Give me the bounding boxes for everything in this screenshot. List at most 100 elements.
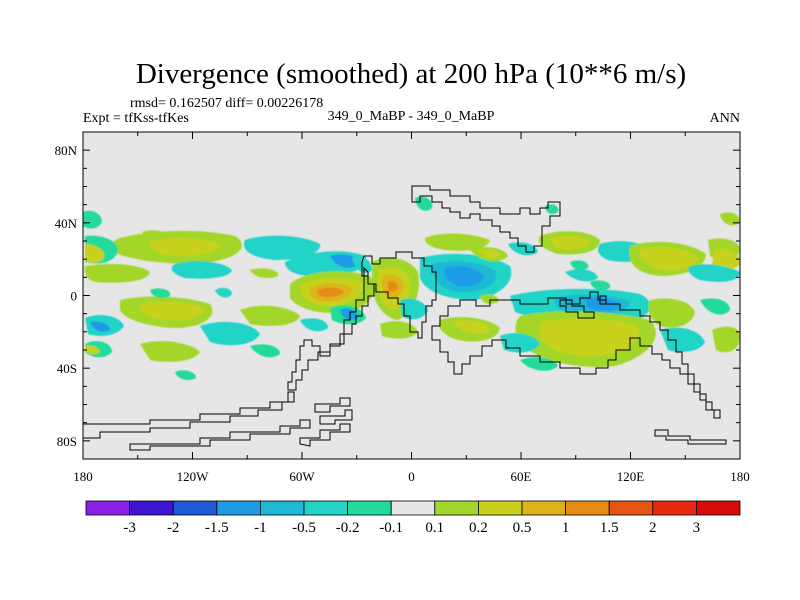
y-tick-label: 40S <box>57 361 77 376</box>
experiment-label: Expt = tfKss-tfKes <box>83 111 189 126</box>
contour-yellow-pac-s3 <box>85 345 100 355</box>
contour-green-n4 <box>142 230 169 240</box>
continent-outline-antarctic-peninsula <box>83 391 295 439</box>
contour-yellow-pac-n <box>639 247 698 271</box>
colorbar-label: 0.5 <box>513 520 532 536</box>
contour-green-io-sw <box>520 357 558 371</box>
contour-green-aus <box>648 298 695 328</box>
x-tick-label: 180 <box>73 469 93 484</box>
colorbar-swatch <box>216 500 261 516</box>
colorbar-swatch <box>565 500 610 516</box>
colorbar-swatch <box>434 500 479 516</box>
colorbar-swatch <box>696 500 741 516</box>
contour-teal-ind-s <box>565 269 598 282</box>
stats-label: rmsd= 0.162507 diff= 0.00226178 <box>130 96 323 111</box>
colorbar-labels: -3 -2 -1.5 -1 -0.5 -0.2 -0.1 0.1 0.2 0.5 1 1.5 2 3 <box>123 520 700 536</box>
contour-fills <box>83 196 740 380</box>
contour-teal-pac-s2 <box>200 321 260 346</box>
colorbar-label: -3 <box>123 520 136 536</box>
colorbar-swatch <box>477 500 523 516</box>
continent-outline-antarctic-3 <box>299 423 351 447</box>
contour-green-pac-small <box>570 260 589 270</box>
colorbar-label: -0.5 <box>292 520 316 536</box>
contour-green-pac-s5 <box>250 344 280 358</box>
contour-blue-atl-n <box>330 254 360 268</box>
x-tick-label: 180 <box>730 469 750 484</box>
colorbar-swatch <box>652 500 697 516</box>
contour-green-40n-c <box>720 212 740 226</box>
colorbar-swatch <box>172 500 218 516</box>
colorbar-label: 3 <box>693 520 701 536</box>
colorbar-swatch <box>129 500 174 516</box>
colorbar-label: 1 <box>562 520 570 536</box>
x-tick-label: 60W <box>289 469 315 484</box>
contour-yellow-n1 <box>149 237 221 256</box>
contour-teal-pac-nn <box>688 264 740 282</box>
continent-outline-australia-south <box>687 373 721 419</box>
contour-teal-pac-s6 <box>300 318 328 332</box>
contour-green-sw-pac <box>712 326 740 353</box>
y-tick-label: 0 <box>71 289 78 304</box>
case-label: 349_0_MaBP - 349_0_MaBP <box>328 109 495 124</box>
y-tick-label: 80S <box>57 434 77 449</box>
x-tick-label: 120E <box>617 469 645 484</box>
contour-green-arabia <box>424 233 490 251</box>
x-tick-label: 0 <box>408 469 415 484</box>
contour-teal-af-s <box>400 298 428 320</box>
x-tick-label: 120W <box>177 469 210 484</box>
continent-outline-africa <box>361 251 437 339</box>
contour-yellow-pac-ne <box>712 248 740 271</box>
colorbar-label: -0.1 <box>379 520 403 536</box>
continent-outline-antarctic-2 <box>129 419 311 451</box>
continent-outline-new-zealand <box>654 429 727 445</box>
continent-outline-sulawesi <box>599 295 607 305</box>
contour-teal-n2 <box>171 261 232 279</box>
contour-green-n3 <box>84 264 150 283</box>
axis-ticks <box>82 131 741 460</box>
contour-teal-n3 <box>215 287 232 298</box>
colorbar-swatch <box>390 500 436 516</box>
contour-yellow-horn <box>478 249 500 258</box>
contour-green-aus-e <box>700 298 730 315</box>
contour-green-40n-a <box>83 210 102 229</box>
contour-green-atl-s <box>380 321 418 339</box>
contour-green-pac-ss <box>175 370 196 380</box>
contour-green-n5 <box>250 268 279 278</box>
colorbar-label: -1 <box>254 520 267 536</box>
contour-cyan-pac-s <box>90 321 110 332</box>
contour-green-40n-b <box>415 196 433 211</box>
colorbar-label: -2 <box>167 520 180 536</box>
contour-blue-trop-e <box>444 266 484 287</box>
contour-teal-aus-s <box>660 327 705 352</box>
contour-green-pac-ss2 <box>150 288 171 298</box>
contour-blue-af-s <box>340 308 358 320</box>
contour-yellow-n0 <box>85 244 105 263</box>
colorbar-label: 2 <box>649 520 657 536</box>
colorbar-swatch <box>85 500 130 516</box>
season-label: ANN <box>710 111 740 126</box>
contour-green-ind-sm <box>480 294 499 304</box>
y-axis-labels: 80N 40N 0 40S 80S <box>55 143 78 449</box>
chart-title: Divergence (smoothed) at 200 hPa (10**6 … <box>136 58 686 90</box>
continent-outline-indian <box>431 291 689 375</box>
continent-outline-antarctic-5 <box>319 409 353 425</box>
colorbar-swatch <box>303 500 348 516</box>
contour-orange-atl <box>317 287 344 298</box>
contour-yellow-asia <box>550 235 590 250</box>
contour-green-pac-small2 <box>590 280 611 290</box>
colorbar <box>85 500 741 516</box>
colorbar-label: 1.5 <box>600 520 619 536</box>
colorbar-swatch <box>347 500 392 516</box>
contour-gold-io-s <box>540 318 639 357</box>
continent-outline-se-asia <box>559 299 595 319</box>
contour-green-pac-s4 <box>140 341 200 362</box>
x-tick-label: 60E <box>511 469 532 484</box>
colorbar-label: 0.1 <box>425 520 444 536</box>
colorbar-swatch <box>608 500 654 516</box>
colorbar-swatch <box>259 500 305 516</box>
colorbar-swatch <box>521 500 566 516</box>
continent-outline-antarctic-4 <box>314 397 351 413</box>
contour-orange-af <box>388 281 398 292</box>
continent-outline-south-america <box>287 266 375 391</box>
contour-yellow-io-w <box>452 320 490 334</box>
